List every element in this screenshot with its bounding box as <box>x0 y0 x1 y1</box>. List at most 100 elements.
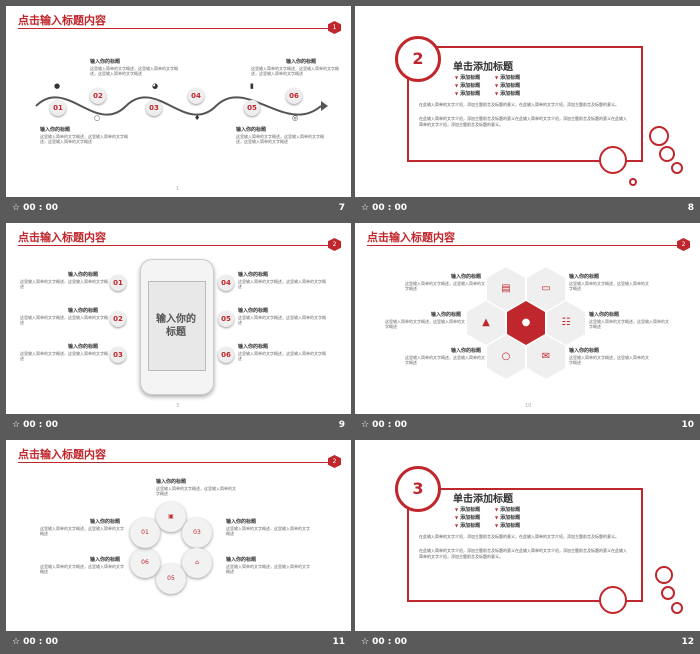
bullet-item: ▼ 添加标题 <box>495 83 521 89</box>
hex-tile: ▲ <box>467 301 505 345</box>
phone-title: 输入你的标题 <box>156 314 196 338</box>
step-number: 05 <box>167 575 175 582</box>
step-label: 输入你的标题 <box>238 308 269 314</box>
document-icon: ▤ <box>501 283 511 294</box>
item-label: 输入你的标题 <box>431 312 462 318</box>
item-label: 输入你的标题 <box>90 557 121 563</box>
slide-preview: 点击输入标题内容 1 01 02 03 04 05 06 ● ○ ◕ ♦ ▮ ◎… <box>6 6 351 197</box>
body-text: 在此输入简单的文字介绍，添加主题前言及标题的意义在此输入简单的文字介绍，添加主题… <box>419 548 627 559</box>
item-label: 输入你的标题 <box>226 519 257 525</box>
chat-icon: ○ <box>501 351 511 362</box>
hex-tile-center: ● <box>507 301 545 345</box>
item-text: 这里输入简单的文字概述，这里输入简单的文字概述 <box>569 281 649 291</box>
bullet-item: ▼ 添加标题 <box>455 515 481 521</box>
bar-chart-icon: ▮ <box>250 82 254 90</box>
step-text: 这里输入简单的文字概述，这里输入简单的文字概述，这里输入简单的文字概述 <box>90 66 178 76</box>
slide-number: 7 <box>338 203 345 213</box>
twitter-icon: ♦ <box>194 114 201 122</box>
step-text: 这里输入简单的文字概述，这里输入简单的文字概述，这里输入简单的文字概述 <box>236 134 324 144</box>
slide-title: 点击输入标题内容 <box>367 231 455 244</box>
item-label: 输入你的标题 <box>451 274 482 280</box>
step-circle-06: 06 <box>218 347 234 363</box>
item-label: 输入你的标题 <box>569 274 600 280</box>
step-text: 这里输入简单的文字概述，这里输入简单的文字概述 <box>20 351 108 361</box>
page-number: 1 <box>176 186 180 192</box>
hex-tile: ☷ <box>547 301 585 345</box>
slide-footer: ☆ 00 : 00 7 <box>6 197 351 220</box>
step-text: 这里输入简单的文字概述，这里输入简单的文字概述 <box>20 315 108 325</box>
item-text: 这里输入简单的文字概述，这里输入简单的文字概述 <box>226 526 310 536</box>
section-heading: 单击添加标题 <box>453 494 513 505</box>
item-text: 这里输入简单的文字概述，这里输入简单的文字概述 <box>226 564 310 574</box>
book-icon: ☷ <box>561 317 571 328</box>
transition-icon: ☆ <box>361 203 370 213</box>
item-label: 输入你的标题 <box>90 519 121 525</box>
slide-footer: ☆ 00 : 00 9 <box>6 414 351 437</box>
step-text: 这里输入简单的文字概述，这里输入简单的文字概述 <box>238 351 326 361</box>
item-label: 输入你的标题 <box>589 312 620 318</box>
bullet-item: ▼ 添加标题 <box>495 515 521 521</box>
bullet-item: ▼ 添加标题 <box>495 507 521 513</box>
step-label: 输入你的标题 <box>68 308 99 314</box>
android-icon: ▲ <box>482 317 490 328</box>
hex-tile: ✉ <box>527 335 565 379</box>
title-underline <box>18 245 329 246</box>
decor-ring <box>629 178 637 186</box>
step-circle-02: 02 <box>90 88 106 104</box>
petal-tile: 01 <box>130 518 160 548</box>
decor-ring <box>659 146 675 162</box>
step-circle-04: 04 <box>218 275 234 291</box>
body-text: 在此输入简单的文字介绍，添加主题前言及标题的意义在此输入简单的文字介绍，添加主题… <box>419 116 627 127</box>
bullet-item: ▼ 添加标题 <box>455 507 481 513</box>
item-text: 这里输入简单的文字概述，这里输入简单的文字概述 <box>156 486 236 496</box>
laptop-icon: ▭ <box>541 283 551 294</box>
step-number: 06 <box>141 559 149 566</box>
item-text: 这里输入简单的文字概述，这里输入简单的文字概述 <box>385 319 465 329</box>
decor-ring <box>661 586 675 600</box>
person-icon: ● <box>521 317 531 328</box>
slide-footer: ☆ 00 : 00 8 <box>355 197 700 220</box>
content-frame <box>407 488 643 602</box>
petal-tile: ▣ <box>156 502 186 532</box>
slide-time: 00 : 00 <box>372 420 407 430</box>
section-circle: 3 <box>395 466 441 512</box>
slide-time: 00 : 00 <box>372 637 407 647</box>
section-badge: 2 <box>328 238 341 251</box>
slide-number: 11 <box>332 637 345 647</box>
step-label: 输入你的标题 <box>90 59 121 65</box>
title-underline <box>18 28 329 29</box>
decor-ring <box>599 586 627 614</box>
bullet-item: ▼ 添加标题 <box>455 523 481 529</box>
hex-tile: ○ <box>487 335 525 379</box>
slide-title: 点击输入标题内容 <box>18 448 106 461</box>
title-underline <box>18 462 329 463</box>
petal-tile: 05 <box>156 564 186 594</box>
bulb-icon: ○ <box>94 114 101 122</box>
item-text: 这里输入简单的文字概述，这里输入简单的文字概述 <box>405 355 485 365</box>
slide-footer: ☆ 00 : 00 11 <box>6 631 351 654</box>
step-label: 输入你的标题 <box>236 127 267 133</box>
petal-tile: 03 <box>182 518 212 548</box>
decor-ring <box>671 162 683 174</box>
step-label: 输入你的标题 <box>238 344 269 350</box>
section-heading: 单击添加标题 <box>453 62 513 73</box>
item-text: 这里输入简单的文字概述，这里输入简单的文字概述 <box>40 564 124 574</box>
step-circle-02: 02 <box>110 311 126 327</box>
item-label: 输入你的标题 <box>569 348 600 354</box>
slide-footer: ☆ 00 : 00 12 <box>355 631 700 654</box>
item-label: 输入你的标题 <box>156 479 187 485</box>
petal-tile: ⌂ <box>182 548 212 578</box>
section-badge: 2 <box>677 238 690 251</box>
bullet-item: ▼ 添加标题 <box>495 75 521 81</box>
bullet-item: ▼ 添加标题 <box>455 75 481 81</box>
decor-ring <box>649 126 669 146</box>
bullet-item: ▼ 添加标题 <box>495 523 521 529</box>
slide-title: 点击输入标题内容 <box>18 14 106 27</box>
step-label: 输入你的标题 <box>286 59 317 65</box>
petal-tile: 06 <box>130 548 160 578</box>
slide-time: 00 : 00 <box>23 420 58 430</box>
item-label: 输入你的标题 <box>226 557 257 563</box>
item-label: 输入你的标题 <box>451 348 482 354</box>
hex-tile: ▤ <box>487 267 525 311</box>
step-number: 03 <box>193 529 201 536</box>
